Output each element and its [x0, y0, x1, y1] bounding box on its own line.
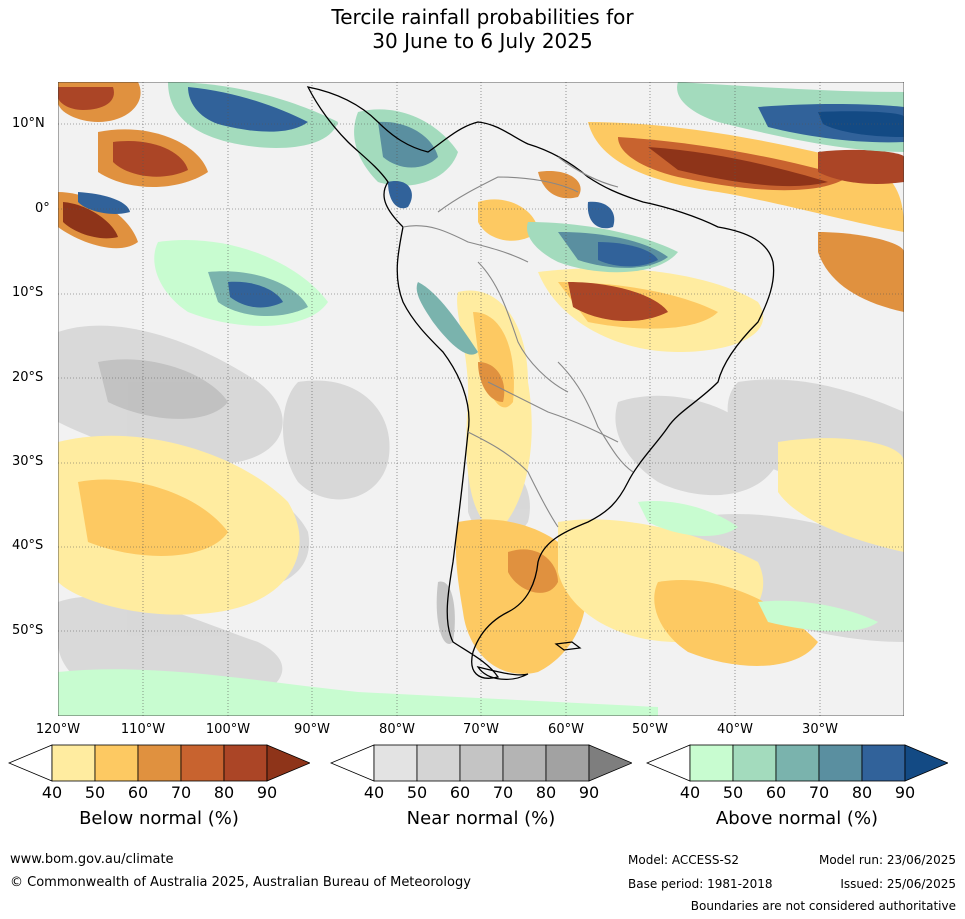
- above-tick-label: 40: [679, 783, 701, 802]
- lat-label-20s: 20°S: [12, 370, 44, 385]
- below-tick-label: 40: [41, 783, 63, 802]
- lat-label-40s: 40°S: [12, 538, 44, 553]
- below-normal-areas: [58, 82, 904, 674]
- graticule: [58, 82, 904, 716]
- near-tick-label: 60: [449, 783, 471, 802]
- lon-label-90w: 90°W: [294, 722, 330, 737]
- near-bar-segment-4: [545, 744, 590, 782]
- below-bar-segment-1: [94, 744, 139, 782]
- above-bar-segment-2: [775, 744, 820, 782]
- near-tick-label: 90: [578, 783, 600, 802]
- above-normal-areas: [58, 82, 904, 716]
- above-bar-segment-4: [861, 744, 906, 782]
- lat-label-10n: 10°N: [12, 116, 45, 131]
- below-tick-label: 80: [213, 783, 235, 802]
- above-normal-label: Above normal (%): [715, 808, 879, 829]
- lon-label-110w: 110°W: [120, 722, 166, 737]
- lon-label-120w: 120°W: [35, 722, 81, 737]
- below-tick-label: 90: [256, 783, 278, 802]
- colorbar-near-normal: [330, 744, 632, 782]
- below-tick-label: 60: [127, 783, 149, 802]
- tierra-del-fuego: [476, 666, 529, 680]
- map-title: Tercile rainfall probabilities for 30 Ju…: [0, 5, 965, 53]
- south-america-coastline: [306, 86, 775, 679]
- below-tick-label: 50: [84, 783, 106, 802]
- below-bar-right-cap: [266, 744, 310, 782]
- below-bar-segment-4: [223, 744, 268, 782]
- footer-base-period: Base period: 1981-2018: [628, 877, 773, 891]
- above-bar-left-cap: [646, 744, 691, 782]
- footer-model-run: Model run: 23/06/2025: [818, 853, 956, 867]
- probability-map: [58, 82, 904, 716]
- below-bar-segment-0: [51, 744, 96, 782]
- title-line-1: Tercile rainfall probabilities for: [331, 5, 634, 29]
- lon-label-40w: 40°W: [717, 722, 753, 737]
- above-bar-segment-3: [818, 744, 863, 782]
- lat-label-0: 0°: [35, 201, 50, 216]
- near-bar-left-cap: [330, 744, 375, 782]
- near-bar-segment-1: [416, 744, 461, 782]
- above-tick-label: 70: [808, 783, 830, 802]
- footer-copyright: © Commonwealth of Australia 2025, Austra…: [10, 875, 471, 890]
- near-bar-segment-3: [502, 744, 547, 782]
- lon-label-50w: 50°W: [632, 722, 668, 737]
- lon-label-30w: 30°W: [802, 722, 838, 737]
- near-tick-label: 80: [535, 783, 557, 802]
- near-bar-segment-2: [459, 744, 504, 782]
- above-bar-segment-0: [689, 744, 734, 782]
- above-tick-label: 60: [765, 783, 787, 802]
- below-bar-segment-2: [137, 744, 182, 782]
- near-tick-label: 40: [363, 783, 385, 802]
- above-tick-label: 80: [851, 783, 873, 802]
- near-normal-label: Near normal (%): [406, 808, 556, 829]
- near-bar-right-cap: [588, 744, 632, 782]
- lat-label-10s: 10°S: [12, 285, 44, 300]
- title-line-2: 30 June to 6 July 2025: [372, 29, 593, 53]
- lat-label-30s: 30°S: [12, 454, 44, 469]
- lon-label-100w: 100°W: [205, 722, 251, 737]
- lat-label-50s: 50°S: [12, 623, 44, 638]
- near-bar-segment-0: [373, 744, 418, 782]
- lon-label-80w: 80°W: [379, 722, 415, 737]
- falkland-islands: [554, 641, 582, 651]
- above-bar-right-cap: [904, 744, 948, 782]
- lon-label-60w: 60°W: [548, 722, 584, 737]
- colorbar-above-normal: [646, 744, 948, 782]
- footer-model: Model: ACCESS-S2: [628, 853, 740, 867]
- above-tick-label: 90: [894, 783, 916, 802]
- footer-disclaimer: Boundaries are not considered authoritat…: [690, 899, 956, 913]
- below-bar-left-cap: [8, 744, 53, 782]
- near-tick-label: 50: [406, 783, 428, 802]
- colorbar-below-normal: [8, 744, 310, 782]
- footer-issued: Issued: 25/06/2025: [840, 877, 956, 891]
- country-borders: [402, 156, 634, 528]
- below-normal-label: Below normal (%): [79, 808, 239, 829]
- footer-url[interactable]: www.bom.gov.au/climate: [10, 852, 174, 867]
- below-tick-label: 70: [170, 783, 192, 802]
- lon-label-70w: 70°W: [463, 722, 499, 737]
- near-tick-label: 70: [492, 783, 514, 802]
- above-bar-segment-1: [732, 744, 777, 782]
- above-tick-label: 50: [722, 783, 744, 802]
- below-bar-segment-3: [180, 744, 225, 782]
